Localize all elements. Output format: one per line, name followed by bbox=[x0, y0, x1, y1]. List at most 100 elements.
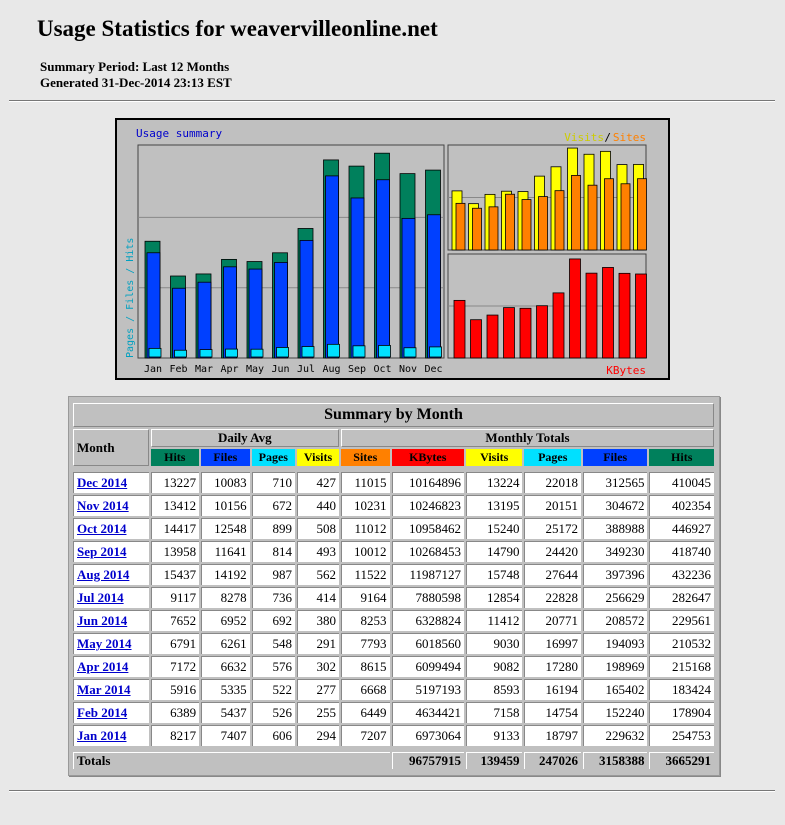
cell-sites: 8253 bbox=[341, 610, 390, 631]
bar-sites bbox=[637, 178, 647, 251]
bar-kbytes bbox=[470, 319, 482, 359]
month-link[interactable]: Sep 2014 bbox=[77, 544, 127, 559]
cell-hits: 178904 bbox=[649, 702, 714, 723]
table-row: Oct 2014 14417 12548 899 508 11012 10958462 152… bbox=[73, 518, 714, 539]
bar-kbytes bbox=[602, 267, 614, 359]
table-row: Nov 2014 13412 10156 672 440 10231 10246823 131… bbox=[73, 495, 714, 516]
month-label: Feb bbox=[169, 364, 187, 375]
month-link[interactable]: Aug 2014 bbox=[77, 567, 130, 582]
totals-label: Totals bbox=[73, 752, 390, 769]
summary-by-month-table: Summary by Month Month Daily Avg Monthly… bbox=[71, 401, 716, 771]
table-row: Dec 2014 13227 10083 710 427 11015 10164896 132… bbox=[73, 472, 714, 493]
cell-d-pages: 548 bbox=[251, 633, 295, 654]
cell-kbytes: 7880598 bbox=[391, 587, 464, 608]
bar-kbytes bbox=[635, 273, 647, 359]
cell-pages: 17280 bbox=[524, 656, 581, 677]
daily-avg-header: Daily Avg bbox=[150, 429, 340, 447]
month-cell: Jan 2014 bbox=[73, 725, 149, 746]
month-link[interactable]: Feb 2014 bbox=[77, 705, 128, 720]
col-monthly-files: Files bbox=[582, 449, 648, 466]
cell-kbytes: 11987127 bbox=[391, 564, 464, 585]
cell-d-hits: 7652 bbox=[150, 610, 200, 631]
bar-kbytes bbox=[585, 272, 598, 359]
cell-d-pages: 710 bbox=[251, 472, 295, 493]
cell-d-files: 12548 bbox=[201, 518, 250, 539]
bar-kbytes bbox=[536, 305, 548, 359]
cell-visits: 11412 bbox=[466, 610, 523, 631]
month-link[interactable]: May 2014 bbox=[77, 636, 132, 651]
cell-kbytes: 6099494 bbox=[391, 656, 464, 677]
cell-files: 198969 bbox=[582, 656, 648, 677]
month-link[interactable]: Jun 2014 bbox=[77, 613, 128, 628]
cell-d-files: 6632 bbox=[201, 656, 250, 677]
cell-pages: 18797 bbox=[524, 725, 581, 746]
table-row: Jul 2014 9117 8278 736 414 9164 7880598 12854 22… bbox=[73, 587, 714, 608]
bar-pages bbox=[199, 349, 213, 358]
cell-d-files: 11641 bbox=[201, 541, 250, 562]
month-label: Oct bbox=[373, 364, 391, 375]
cell-d-visits: 277 bbox=[296, 679, 340, 700]
bar-files bbox=[197, 281, 212, 359]
top-divider bbox=[9, 100, 775, 102]
month-link[interactable]: Nov 2014 bbox=[77, 498, 129, 513]
cell-hits: 402354 bbox=[649, 495, 714, 516]
table-row: Mar 2014 5916 5335 522 277 6668 5197193 8593 161… bbox=[73, 679, 714, 700]
total-visits: 139459 bbox=[466, 752, 523, 769]
cell-kbytes: 10164896 bbox=[391, 472, 464, 493]
month-link[interactable]: Oct 2014 bbox=[77, 521, 127, 536]
bar-pages bbox=[276, 347, 289, 358]
cell-d-files: 6952 bbox=[201, 610, 250, 631]
bar-pages bbox=[378, 345, 391, 358]
month-link[interactable]: Apr 2014 bbox=[77, 659, 129, 674]
bar-files bbox=[223, 266, 237, 359]
month-link[interactable]: Dec 2014 bbox=[77, 475, 128, 490]
cell-pages: 22828 bbox=[524, 587, 581, 608]
cell-kbytes: 10268453 bbox=[391, 541, 464, 562]
cell-sites: 10012 bbox=[341, 541, 390, 562]
month-cell: Oct 2014 bbox=[73, 518, 149, 539]
col-daily-hits: Hits bbox=[150, 449, 200, 466]
month-link[interactable]: Mar 2014 bbox=[77, 682, 131, 697]
col-monthly-kbytes: KBytes bbox=[391, 449, 464, 466]
cell-visits: 15748 bbox=[466, 564, 523, 585]
col-daily-visits: Visits bbox=[296, 449, 340, 466]
month-label: Apr bbox=[220, 364, 238, 375]
bar-kbytes bbox=[569, 258, 581, 359]
cell-d-files: 14192 bbox=[201, 564, 250, 585]
cell-d-pages: 899 bbox=[251, 518, 295, 539]
bar-files bbox=[325, 175, 339, 359]
cell-d-pages: 606 bbox=[251, 725, 295, 746]
total-pages: 247026 bbox=[524, 752, 581, 769]
cell-d-hits: 8217 bbox=[150, 725, 200, 746]
table-row: May 2014 6791 6261 548 291 7793 6018560 9030 169… bbox=[73, 633, 714, 654]
legend-kbytes: KBytes bbox=[606, 364, 646, 377]
cell-pages: 20151 bbox=[524, 495, 581, 516]
cell-files: 397396 bbox=[582, 564, 648, 585]
cell-d-files: 8278 bbox=[201, 587, 250, 608]
cell-sites: 11015 bbox=[341, 472, 390, 493]
cell-hits: 254753 bbox=[649, 725, 714, 746]
bar-pages bbox=[429, 346, 442, 358]
cell-d-hits: 13412 bbox=[150, 495, 200, 516]
bar-kbytes bbox=[519, 307, 532, 359]
month-label: Jul bbox=[297, 364, 315, 375]
month-label: Sep bbox=[348, 364, 366, 375]
cell-pages: 27644 bbox=[524, 564, 581, 585]
bar-files bbox=[274, 262, 288, 359]
cell-kbytes: 6328824 bbox=[391, 610, 464, 631]
month-link[interactable]: Jan 2014 bbox=[77, 728, 127, 743]
cell-visits: 9082 bbox=[466, 656, 523, 677]
bar-files bbox=[350, 197, 365, 359]
month-link[interactable]: Jul 2014 bbox=[77, 590, 124, 605]
month-label: Nov bbox=[399, 364, 417, 375]
cell-pages: 25172 bbox=[524, 518, 581, 539]
cell-files: 152240 bbox=[582, 702, 648, 723]
month-cell: Aug 2014 bbox=[73, 564, 149, 585]
cell-visits: 12854 bbox=[466, 587, 523, 608]
cell-d-pages: 736 bbox=[251, 587, 295, 608]
bar-kbytes bbox=[552, 292, 565, 359]
bar-sites bbox=[554, 190, 565, 251]
bar-kbytes bbox=[453, 299, 466, 359]
month-label: Aug bbox=[322, 364, 340, 375]
cell-d-visits: 291 bbox=[296, 633, 340, 654]
